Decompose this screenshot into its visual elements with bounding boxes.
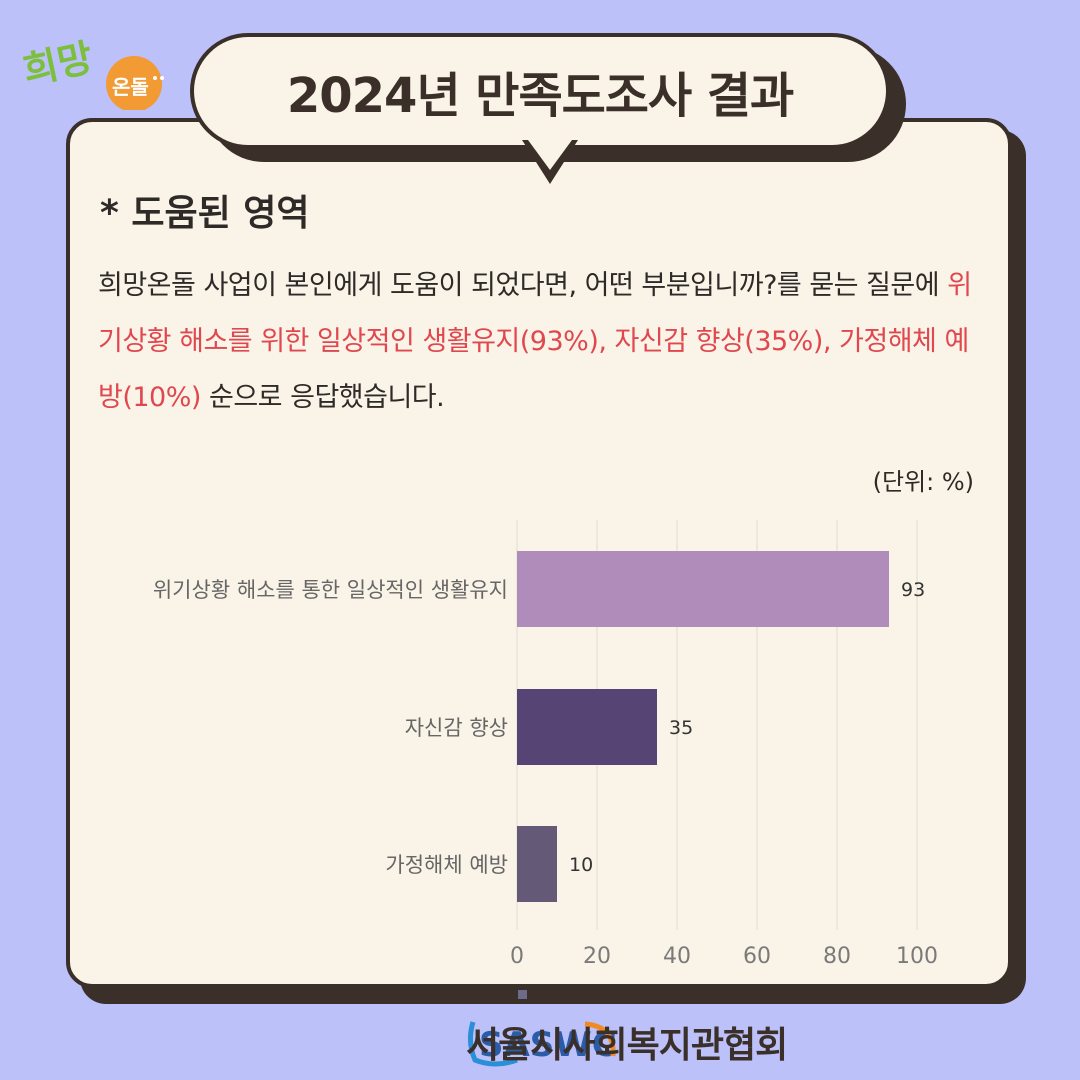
svg-text:SASWC: SASWC bbox=[479, 1025, 617, 1065]
description-paragraph: 희망온돌 사업이 본인에게 도움이 되었다면, 어떤 부분입니까?를 묻는 질문… bbox=[98, 258, 978, 426]
category-label: 자신감 향상 bbox=[405, 716, 508, 740]
page-title: 2024년 만족도조사 결과 bbox=[286, 68, 794, 124]
heemang-ondol-logo: 희망 온돌 bbox=[19, 35, 164, 110]
bar bbox=[517, 826, 557, 902]
scroll-indicator bbox=[518, 990, 527, 999]
x-tick-label: 20 bbox=[583, 944, 611, 969]
bubble-tail bbox=[522, 140, 578, 184]
x-tick-label: 40 bbox=[663, 944, 691, 969]
category-label: 위기상황 해소를 통한 일상적인 생활유지 bbox=[153, 578, 508, 602]
bar-value-label: 10 bbox=[569, 854, 593, 876]
bar-value-label: 93 bbox=[901, 579, 925, 601]
description-highlight: 위기상황 해소를 위한 일상적인 생활유지(93%), 자신감 향상(35%),… bbox=[98, 270, 972, 413]
description-text-end: 순으로 응답했습니다. bbox=[200, 382, 445, 413]
svg-text:온돌: 온돌 bbox=[112, 75, 149, 99]
title-bubble: 2024년 만족도조사 결과 bbox=[190, 33, 890, 149]
org-name: 서울시사회복지관협회 bbox=[466, 1025, 788, 1066]
bar bbox=[517, 689, 657, 765]
x-tick-label: 100 bbox=[896, 944, 938, 969]
unit-label: (단위: %) bbox=[872, 468, 974, 496]
bar-value-label: 35 bbox=[669, 717, 693, 739]
x-tick-label: 0 bbox=[510, 944, 524, 969]
bar bbox=[517, 551, 889, 627]
description-text: 희망온돌 사업이 본인에게 도움이 되었다면, 어떤 부분입니까?를 묻는 질문… bbox=[98, 270, 948, 301]
x-tick-label: 80 bbox=[823, 944, 851, 969]
x-tick-label: 60 bbox=[743, 944, 771, 969]
saswc-logo: SASWC bbox=[467, 1021, 617, 1067]
category-label: 가정해체 예방 bbox=[385, 853, 508, 877]
section-title: * 도움된 영역 bbox=[100, 193, 310, 234]
